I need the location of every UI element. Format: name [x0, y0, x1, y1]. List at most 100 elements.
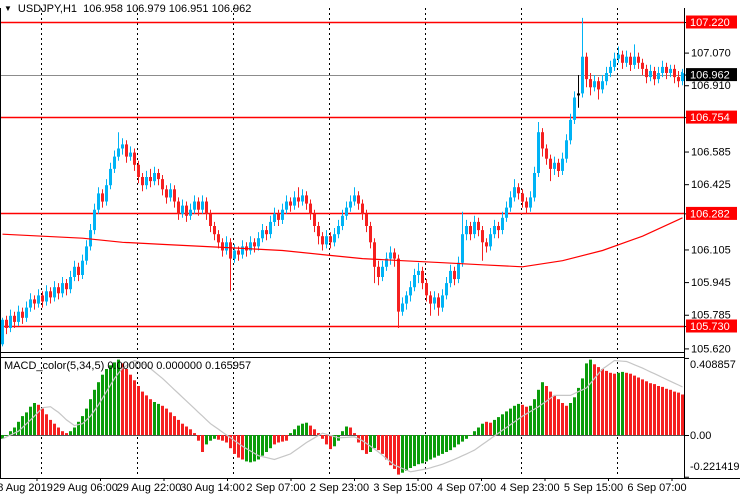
macd-bar — [493, 419, 496, 435]
candle — [669, 68, 672, 73]
time-axis-label: 2 Sep 07:00 — [246, 482, 305, 494]
macd-indicator-label: MACD_color(5,34,5) 0.000000 0.000000 0.1… — [4, 360, 252, 372]
candle — [337, 226, 340, 235]
macd-bar — [141, 391, 144, 435]
candle — [493, 226, 496, 235]
macd-bar — [233, 435, 236, 454]
symbol-dropdown-icon[interactable]: ▼ — [4, 4, 12, 13]
candle — [169, 189, 172, 198]
candle — [465, 226, 468, 235]
macd-bar — [109, 365, 112, 435]
macd-bar — [189, 429, 192, 435]
candle — [129, 152, 132, 157]
macd-bar — [185, 426, 188, 435]
candle — [617, 54, 620, 59]
macd-bar — [333, 435, 336, 447]
macd-bar — [569, 403, 572, 435]
candlesticks[interactable] — [1, 17, 684, 347]
candle — [97, 193, 100, 210]
candle — [649, 71, 652, 78]
macd-bar — [169, 412, 172, 435]
candle — [621, 54, 624, 63]
candle — [213, 226, 216, 235]
macd-bar — [197, 435, 200, 441]
candle — [217, 234, 220, 243]
time-axis-label: 4 Sep 07:00 — [437, 482, 496, 494]
macd-bar — [149, 399, 152, 435]
candle — [69, 277, 72, 290]
candle — [5, 319, 8, 328]
macd-bar — [277, 435, 280, 443]
macd-bar — [657, 386, 660, 435]
macd-bar — [449, 435, 452, 451]
macd-bar — [249, 435, 252, 463]
macd-bar — [577, 387, 580, 435]
candle — [501, 217, 504, 230]
macd-bar — [209, 435, 212, 441]
candle — [265, 230, 268, 235]
macd-bar — [61, 431, 64, 435]
candle — [517, 187, 520, 194]
macd-bar — [253, 435, 256, 462]
candle — [513, 187, 516, 198]
time-axis-label: 3 Sep 15:00 — [373, 482, 432, 494]
price-tick-label: 106.425 — [691, 179, 731, 191]
macd-bar — [641, 379, 644, 435]
candle — [481, 230, 484, 243]
macd-bar — [585, 363, 588, 435]
macd-bar — [637, 377, 640, 435]
candle — [385, 258, 388, 267]
macd-bar — [605, 370, 608, 435]
candle — [285, 201, 288, 210]
candle — [497, 226, 500, 231]
macd-bar — [529, 405, 532, 435]
candle — [365, 213, 368, 226]
price-badge-106.962 — [686, 68, 737, 82]
candle — [317, 226, 320, 237]
price-badge-106.282 — [686, 206, 737, 220]
candle — [577, 93, 580, 96]
price-badge-107.220 — [686, 15, 737, 29]
candle — [177, 201, 180, 214]
price-tick-label: 105.620 — [691, 343, 731, 355]
macd-axis-label: 0.00 — [690, 430, 711, 442]
macd-bar — [405, 435, 408, 471]
macd-bar — [633, 375, 636, 435]
macd-bar — [665, 388, 668, 435]
macd-bar — [497, 417, 500, 435]
candle — [89, 230, 92, 247]
candle — [241, 246, 244, 255]
candle — [521, 193, 524, 202]
candle — [349, 201, 352, 208]
candle — [149, 177, 152, 182]
candle — [237, 250, 240, 255]
candle — [509, 197, 512, 208]
macd-bar — [133, 380, 136, 435]
macd-bar — [445, 435, 448, 452]
macd-histogram[interactable] — [1, 359, 684, 475]
candle — [445, 283, 448, 296]
macd-bar — [201, 435, 204, 452]
macd-bar — [145, 395, 148, 435]
candle — [421, 270, 424, 284]
candle — [629, 56, 632, 65]
candle — [113, 156, 116, 169]
candle — [557, 162, 560, 171]
macd-bar — [9, 431, 12, 435]
macd-bar — [313, 429, 316, 435]
macd-bar — [669, 389, 672, 435]
candle — [81, 260, 84, 275]
macd-bar — [465, 435, 468, 439]
symbol-ohlc-label: ▼ USDJPY,H1 106.958 106.979 106.951 106.9… — [4, 2, 251, 16]
time-axis-label: 6 Sep 07:00 — [627, 482, 686, 494]
candle — [381, 266, 384, 277]
candle — [125, 144, 128, 157]
macd-bar — [601, 369, 604, 435]
macd-bar — [113, 362, 116, 435]
macd-bar — [401, 435, 404, 473]
price-badge-label: 106.962 — [690, 70, 730, 82]
candle — [657, 73, 660, 80]
macd-bar — [117, 359, 120, 435]
